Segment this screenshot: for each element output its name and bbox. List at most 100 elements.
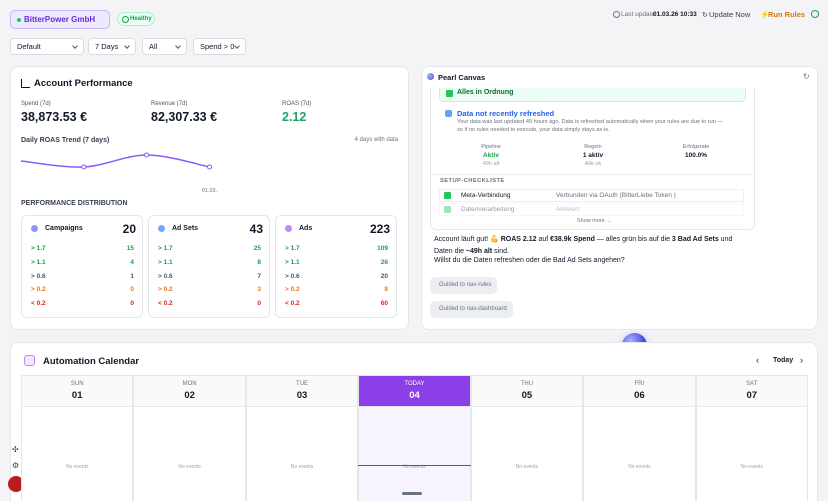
pearl-canvas: Alles in Ordnung Data not recently refre… — [430, 88, 755, 230]
side-icon[interactable]: ✣ — [12, 445, 19, 454]
check-label: Meta-Verbindung — [461, 192, 511, 199]
stat-value: 100.0% — [684, 152, 708, 159]
question: Willst du die Daten refreshen oder die B… — [434, 257, 625, 264]
notice-title: Data not recently refreshed — [457, 109, 555, 118]
card-title: Account Performance — [34, 78, 133, 89]
last-update-label: Last update — [621, 11, 655, 18]
level-label: > 1.7 — [285, 245, 300, 252]
trend-point — [144, 152, 150, 158]
day-header — [21, 375, 134, 407]
level-label: > 0.2 — [285, 286, 300, 294]
stat-sub: Alle ok — [584, 161, 602, 167]
level-count: 8 — [257, 258, 261, 266]
group-total: 43 — [249, 222, 263, 236]
action-chip[interactable]: Guided to nav-dashboard — [430, 301, 513, 318]
show-more[interactable]: Show more → — [577, 218, 612, 224]
day-name: FRI — [634, 381, 645, 387]
group-name: Campaigns — [45, 225, 83, 232]
update-button[interactable]: Update Now — [709, 10, 751, 19]
distribution-box — [148, 215, 270, 318]
message-part: ROAS 2.12 — [500, 236, 537, 243]
metric-value: 38,873.53 € — [21, 110, 88, 124]
day-header — [133, 375, 246, 407]
stat-label: Regeln — [584, 144, 602, 150]
banner-text: Alles in Ordnung — [457, 89, 514, 96]
notice-line: so if no rules needed to execute, your d… — [457, 127, 610, 133]
company-name: BitterPower GmbH — [24, 15, 96, 24]
prev-button[interactable]: ‹ — [756, 355, 759, 365]
check-status: Aktiviert — [556, 206, 580, 213]
level-count: 109 — [377, 245, 388, 252]
message-part: und Daten die — [434, 236, 733, 255]
now-line — [358, 465, 471, 466]
trend-title: Daily ROAS Trend (7 days) — [21, 137, 110, 144]
filter[interactable]: All — [142, 38, 187, 55]
refresh-icon[interactable]: ↻ — [803, 72, 810, 81]
status-badge: Healthy — [117, 12, 155, 26]
account-card — [10, 66, 409, 330]
day-header — [695, 375, 808, 407]
level-count: 26 — [380, 258, 388, 266]
message-part: 3 Bad Ad Sets — [671, 236, 719, 243]
check-status: Verbunden via OAuth (BitterLiebe Token ) — [556, 192, 676, 199]
day-date: 04 — [409, 390, 420, 401]
stat-label: Erfolgsrate — [682, 144, 710, 150]
group-total: 20 — [122, 222, 136, 236]
level-label: > 0.6 — [31, 272, 46, 280]
metric-label: Revenue (7d) — [151, 101, 188, 107]
day-name: MON — [182, 381, 197, 387]
empty-label: No events — [515, 464, 539, 470]
level-count: 3 — [257, 286, 261, 294]
level-label: > 0.2 — [158, 286, 173, 294]
level-count: 4 — [130, 258, 134, 266]
run-rules-button[interactable]: Run Rules — [768, 10, 806, 19]
empty-label: No events — [403, 464, 426, 470]
x-tick-label: 01.03. — [202, 188, 218, 194]
filter[interactable]: Spend > 0 — [193, 38, 246, 55]
filter[interactable]: 7 Days — [88, 38, 136, 55]
day-date: 03 — [296, 390, 308, 401]
power-icon[interactable] — [811, 10, 819, 18]
stat-sub: 49h alt — [482, 161, 500, 167]
stat-value: 1 aktiv — [582, 152, 604, 159]
pearl-title: Pearl Canvas — [438, 73, 486, 82]
group-icon — [31, 225, 38, 232]
company-selector[interactable]: BitterPower GmbH — [10, 10, 110, 29]
side-icon[interactable]: ⚙ — [12, 461, 20, 470]
level-count: 0 — [130, 300, 134, 308]
level-label: > 1.7 — [31, 245, 46, 252]
calendar-title: Automation Calendar — [43, 356, 140, 367]
level-label: > 1.1 — [158, 258, 173, 266]
trend-line — [21, 154, 210, 168]
trend-note: 4 days with data — [354, 137, 398, 143]
level-count: 15 — [126, 245, 134, 252]
message-part: — alles grün bis auf die — [594, 236, 672, 243]
day-name: TODAY — [404, 381, 425, 387]
level-count: 1 — [130, 272, 134, 280]
empty-label: No events — [290, 464, 314, 470]
level-count: 60 — [380, 300, 388, 308]
trend-chart: 01.03. — [21, 152, 218, 194]
level-label: > 0.6 — [285, 272, 300, 280]
message-part: Account läuft gut! 💪 — [434, 236, 501, 243]
metric-label: ROAS (7d) — [282, 101, 312, 107]
day-date: 02 — [184, 390, 195, 401]
distribution-box — [21, 215, 143, 318]
notice-line: Your data was last updated 49 hours ago.… — [457, 119, 723, 125]
empty-label: No events — [65, 464, 89, 470]
metric-label: Spend (7d) — [21, 101, 51, 107]
avatar[interactable] — [8, 476, 24, 492]
filter[interactable]: Default — [10, 38, 84, 55]
today-button[interactable]: Today — [773, 357, 794, 364]
check-icon — [444, 206, 451, 213]
check-icon — [444, 192, 451, 199]
day-header — [470, 375, 584, 407]
level-count: 25 — [253, 245, 261, 252]
day-date: 01 — [71, 390, 83, 401]
action-chip[interactable]: Guided to nav-rules — [430, 277, 498, 294]
next-button[interactable]: › — [800, 355, 803, 365]
level-count: 7 — [257, 272, 261, 280]
day-date: 06 — [634, 390, 645, 401]
empty-label: No events — [740, 464, 764, 470]
group-total: 223 — [369, 222, 390, 236]
